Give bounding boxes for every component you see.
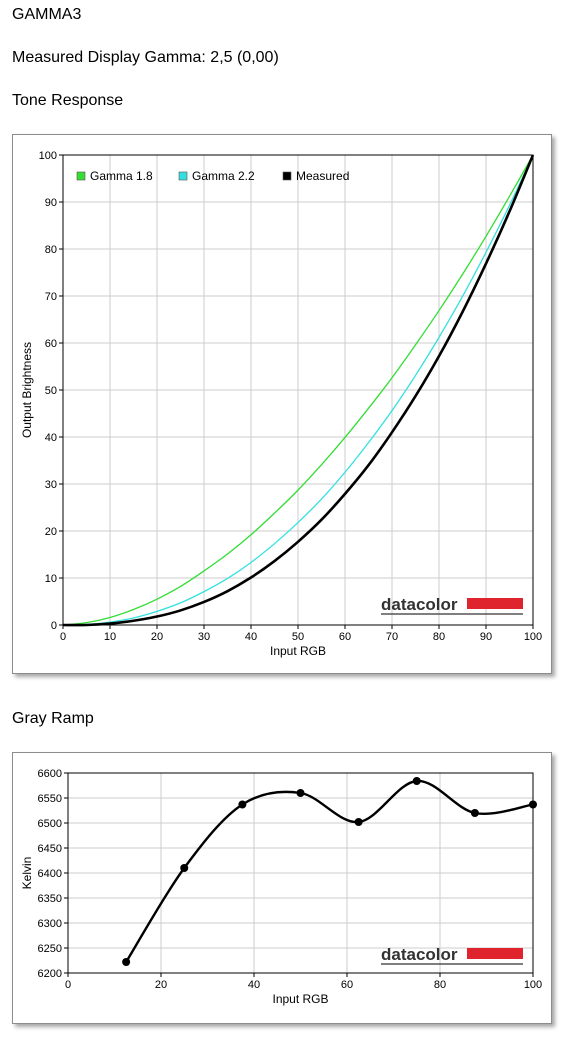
kelvin-point (238, 800, 247, 809)
y-tick-label: 30 (45, 479, 57, 491)
series-line-2 (62, 154, 535, 627)
y-tick-label: 10 (45, 573, 57, 585)
y-axis-label: Kelvin (20, 857, 34, 890)
datacolor-logo-text: datacolor (381, 945, 458, 964)
y-tick-label: 60 (45, 338, 57, 350)
kelvin-point (470, 809, 479, 817)
legend-label-2: Measured (296, 169, 349, 183)
measured-gamma-text: Measured Display Gamma: 2,5 (0,00) (12, 49, 279, 66)
x-axis-label: Input RGB (270, 644, 326, 658)
datacolor-logo: datacolor (381, 945, 523, 965)
x-tick-label: 40 (245, 631, 257, 643)
datacolor-logo-bar (467, 598, 523, 609)
gray-ramp-plot: 0 20 40 60 80 100 6200 6250 6300 6350 6400 6450 6500… (20, 768, 542, 1006)
x-tick-label: 0 (60, 631, 66, 643)
x-axis-label: Input RGB (272, 992, 328, 1006)
profile-name: GAMMA3 (12, 6, 82, 23)
legend-swatch-2 (282, 171, 292, 181)
x-tick-label: 90 (480, 631, 492, 643)
datacolor-logo-bar (467, 948, 523, 959)
x-tick-label: 80 (434, 979, 446, 991)
legend-swatch-0 (76, 171, 86, 181)
x-tick-label: 20 (151, 631, 163, 643)
series-line-1 (62, 154, 534, 626)
x-tick-label: 100 (524, 631, 542, 643)
y-tick-label: 100 (39, 150, 57, 162)
y-tick-label: 6300 (38, 918, 62, 930)
tone-response-title: Tone Response (12, 92, 124, 109)
gray-ramp-title: Gray Ramp (12, 710, 94, 727)
y-tick-label: 20 (45, 526, 57, 538)
datacolor-logo-text: datacolor (381, 595, 458, 614)
x-tick-label: 30 (198, 631, 210, 643)
x-tick-label: 70 (386, 631, 398, 643)
y-tick-label: 6400 (38, 868, 62, 880)
plot-frame (62, 154, 534, 626)
x-tick-label: 60 (341, 979, 353, 991)
tone-response-plot: 0 10 20 30 40 50 60 70 80 90 100 0 10 20 30 40 50 60 70 80 9… (20, 150, 542, 658)
y-tick-label: 6250 (38, 943, 62, 955)
kelvin-point (122, 958, 131, 966)
kelvin-point (354, 818, 363, 826)
y-tick-label: 6450 (38, 843, 62, 855)
x-tick-label: 80 (433, 631, 445, 643)
y-tick-label: 6550 (38, 793, 62, 805)
x-tick-label: 60 (339, 631, 351, 643)
y-tick-label: 90 (45, 197, 57, 209)
y-tick-label: 80 (45, 244, 57, 256)
y-tick-label: 6600 (38, 768, 62, 780)
y-tick-label: 6200 (38, 968, 62, 980)
x-tick-label: 50 (292, 631, 304, 643)
x-tick-label: 40 (248, 979, 260, 991)
kelvin-point (529, 800, 537, 809)
x-tick-label: 0 (65, 979, 71, 991)
kelvin-point (180, 864, 189, 872)
y-tick-label: 0 (51, 620, 57, 632)
y-tick-label: 50 (45, 385, 57, 397)
x-tick-label: 20 (155, 979, 167, 991)
legend-label-1: Gamma 2.2 (192, 169, 255, 183)
x-tick-label: 100 (524, 979, 542, 991)
kelvin-line (125, 779, 534, 963)
legend-label-0: Gamma 1.8 (90, 169, 153, 183)
kelvin-point (296, 789, 305, 797)
y-axis-label: Output Brightness (20, 342, 34, 438)
x-tick-label: 10 (104, 631, 116, 643)
series-line-0 (62, 154, 534, 626)
datacolor-logo: datacolor (381, 595, 523, 615)
y-tick-label: 6500 (38, 818, 62, 830)
tone-response-chart: 0 10 20 30 40 50 60 70 80 90 100 0 10 20 30 40 50 60 70 80 9… (12, 134, 552, 674)
y-tick-label: 70 (45, 291, 57, 303)
kelvin-point (412, 777, 421, 785)
plot-frame (67, 772, 534, 974)
y-tick-label: 40 (45, 432, 57, 444)
y-tick-label: 6350 (38, 893, 62, 905)
gray-ramp-chart: 0 20 40 60 80 100 6200 6250 6300 6350 6400 6450 6500… (12, 752, 552, 1024)
legend-swatch-1 (178, 171, 188, 181)
